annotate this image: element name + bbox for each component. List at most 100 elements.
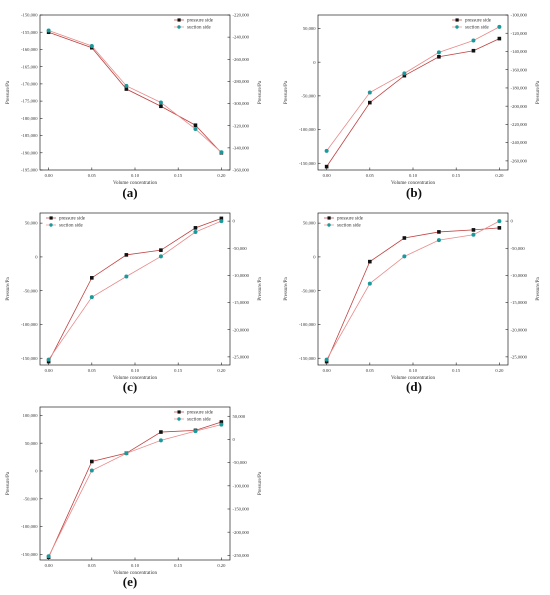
legend-marker-pressure [177,18,181,22]
y-right-tick-label: 0 [511,219,514,224]
y-right-tick-label: -200,000 [511,104,528,110]
y-right-tick-label: -320,000 [233,123,250,129]
suction-side-point [46,28,51,33]
y-left-tick-label: -50,000 [301,93,316,99]
y-right-tick-label: -160,000 [511,67,528,73]
y-left-axis-label: Pressure/Pa [284,80,289,104]
suction-side-point [402,254,407,259]
y-right-tick-label: -180,000 [511,86,528,92]
y-left-tick-label: 50,000 [25,441,38,447]
pressure-side-point [368,259,372,264]
pressure-side-point [471,228,476,232]
y-left-tick-label: -150,000 [21,13,38,19]
y-left-tick-label: -150,000 [299,356,316,362]
y-left-tick-label: 100,000 [23,413,39,419]
suction-side-point [193,429,198,434]
y-right-tick-label: -200,000 [233,530,250,536]
suction-side-point [219,219,224,224]
pressure-side-point [324,164,329,169]
y-right-tick-label: -25,0000 [511,354,528,360]
x-tick-label: 0.15 [452,368,461,373]
suction-side-point [367,90,372,95]
x-tick-label: 0.10 [131,563,140,568]
y-left-tick-label: 50,000 [303,221,316,227]
panel-label: (a) [122,185,137,200]
suction-side-point [124,83,129,88]
y-right-tick-label: 50,000 [233,414,246,420]
y-left-tick-label: -150,000 [299,161,316,167]
y-left-axis-label: Pressure/Pa [6,80,11,104]
suction-side-point [158,438,163,443]
legend-marker-suction [49,223,53,227]
legend-label: suction side [187,26,212,31]
x-tick-label: 0.05 [88,563,97,568]
legend-marker-suction [177,25,181,29]
y-left-tick-label: -50,000 [23,496,38,502]
pressure-side-point [497,226,502,230]
y-right-axis-label: Pressure/Pa [536,277,541,301]
legend-label: pressure side [59,217,86,222]
legend-label: pressure side [465,19,492,24]
y-right-tick-label: -25,0000 [233,354,250,360]
suction-side-point [497,219,502,224]
y-right-tick-label: 0 [233,219,236,224]
pressure-side-point [402,236,407,240]
y-right-axis-label: Pressure/Pa [258,80,263,104]
x-tick-label: 0.10 [409,173,418,178]
suction-side-point [436,50,441,55]
legend-label: pressure side [187,411,214,416]
y-right-tick-label: -240,000 [233,35,250,41]
chart-panel-1: 0.00 0.05 0.10 0.15 0.20 -150,000 -155,000 -160… [6,13,263,200]
panel-label: (d) [406,379,422,394]
y-left-tick-label: -150,000 [21,552,38,558]
y-left-tick-label: -50,000 [301,288,316,294]
x-tick-label: 0.10 [131,368,140,373]
y-right-axis-label: Pressure/Pa [258,471,263,495]
y-right-tick-label: 0 [233,437,236,442]
suction-side-point [124,274,129,279]
y-right-axis-label: Pressure/Pa [258,277,263,301]
pressure-side-point [90,459,94,464]
suction-side-line [326,26,500,152]
y-right-tick-label: -220,000 [511,122,528,128]
y-right-tick-label: -360,000 [233,168,250,174]
y-right-tick-label: -220,000 [233,13,250,19]
y-right-tick-label: -10,0000 [511,273,528,279]
y-left-tick-label: -50,000 [23,288,38,294]
y-left-tick-label: 0 [313,255,316,260]
pressure-side-line [48,218,222,362]
pressure-side-line [326,38,500,167]
y-left-axis-label: Pressure/Pa [6,471,11,495]
y-right-tick-label: -15,0000 [233,300,250,306]
legend-marker-pressure [177,410,181,414]
y-left-tick-label: -185,000 [21,133,38,139]
pressure-side-point [324,359,329,364]
x-tick-label: 0.20 [217,563,226,568]
x-tick-label: 0.10 [131,173,140,178]
x-tick-label: 0.00 [323,368,332,373]
legend-marker-pressure [455,18,459,22]
y-right-tick-label: -150,000 [233,507,250,513]
pressure-side-point [159,248,163,252]
suction-side-point [89,44,94,48]
x-tick-label: 0.15 [174,563,183,568]
y-right-tick-label: -120,000 [511,31,528,37]
x-tick-label: 0.15 [452,173,461,178]
y-left-tick-label: 0 [313,60,316,65]
suction-side-point [193,127,198,132]
legend-marker-suction [177,417,181,421]
y-left-tick-label: -190,000 [21,150,38,156]
panel-label: (c) [123,379,137,394]
legend-marker-suction [455,25,459,29]
x-tick-label: 0.00 [323,173,332,178]
y-right-tick-label: -100,000 [511,13,528,19]
plot-frame [317,14,509,171]
x-tick-label: 0.00 [45,368,54,373]
suction-side-point [324,357,329,362]
y-left-tick-label: -180,000 [21,116,38,122]
pressure-side-point [219,420,224,424]
y-left-tick-label: 50,000 [25,221,38,227]
x-axis-label: Volume concentration [391,181,435,186]
y-right-tick-label: -140,000 [511,49,528,55]
pressure-side-point [124,253,129,257]
